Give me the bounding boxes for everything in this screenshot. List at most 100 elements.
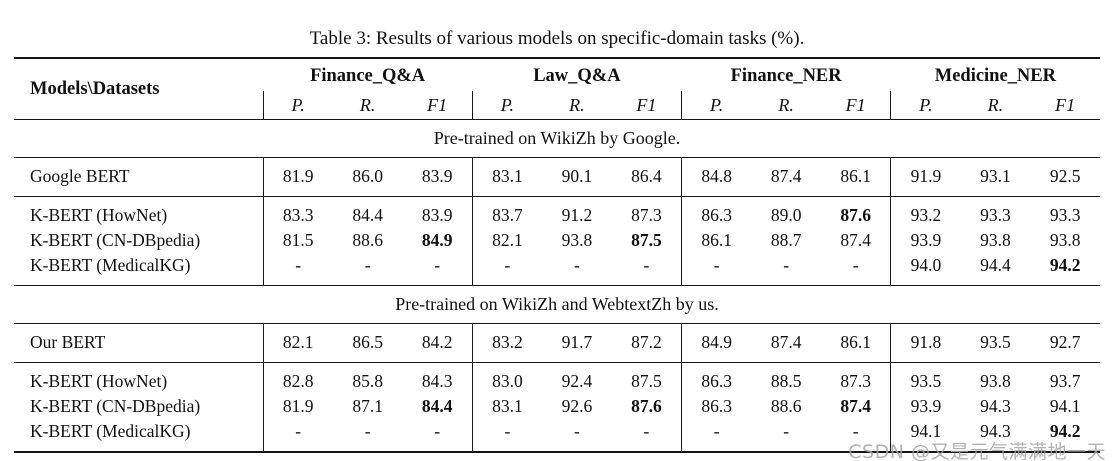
metric-value: 94.3 <box>980 421 1011 441</box>
metric-value: 83.9 <box>421 166 453 186</box>
metric-value: 84.8 <box>681 157 752 197</box>
metric-value: 94.2 <box>1049 421 1081 441</box>
table-row: K-BERT (CN-DBpedia) 81.9 87.1 84.4 83.1 92.6 8… <box>14 394 1100 419</box>
col-group-finance-qa: Finance_Q&A <box>310 66 426 86</box>
metric-value: 93.5 <box>890 362 961 394</box>
metric-value: 93.1 <box>980 166 1011 186</box>
results-table: Models\Datasets Finance_Q&A Law_Q&A Fina… <box>14 57 1100 453</box>
metric-header: R. <box>778 94 794 115</box>
model-name: Our BERT <box>30 332 106 352</box>
metric-header: P. <box>890 91 961 120</box>
metric-value: 82.8 <box>262 362 333 394</box>
metric-value: 88.7 <box>770 230 802 250</box>
metric-value: 91.2 <box>561 205 593 225</box>
metric-header: R. <box>987 94 1004 115</box>
metric-value: 84.4 <box>421 396 453 416</box>
metric-value: - <box>434 421 441 441</box>
metric-value: - <box>364 255 371 275</box>
metric-value: - <box>852 421 859 441</box>
metric-value: - <box>681 419 752 452</box>
table-row: K-BERT (HowNet) 82.8 85.8 84.3 83.0 92.4 87.5 8… <box>14 362 1100 394</box>
metric-value: 87.4 <box>770 166 802 186</box>
model-name: K-BERT (HowNet) <box>30 371 168 391</box>
metric-value: - <box>262 253 333 286</box>
metric-value: 86.1 <box>840 166 871 186</box>
metric-value: 84.3 <box>421 371 453 391</box>
metric-value: 87.5 <box>631 371 662 391</box>
metric-value: 92.5 <box>1049 166 1081 186</box>
metric-value: 94.2 <box>1049 255 1081 275</box>
metric-value: 93.8 <box>980 230 1011 250</box>
metric-value: 87.3 <box>840 371 871 391</box>
metric-value: 82.1 <box>262 323 333 363</box>
metric-value: 93.8 <box>980 371 1011 391</box>
model-name: K-BERT (HowNet) <box>30 205 168 225</box>
metric-value: 88.5 <box>770 371 802 391</box>
model-name: Google BERT <box>30 166 130 186</box>
metric-value: 87.4 <box>840 230 871 250</box>
metric-value: 89.0 <box>770 205 802 225</box>
metric-value: 94.1 <box>1049 396 1081 416</box>
section-header-row: Pre-trained on WikiZh and WebtextZh by u… <box>14 286 1100 324</box>
metric-value: 83.3 <box>262 196 333 228</box>
metric-value: 94.4 <box>980 255 1011 275</box>
metric-value: 93.8 <box>561 230 593 250</box>
metric-value: 86.5 <box>352 332 383 352</box>
metric-value: - <box>783 255 790 275</box>
metric-value: - <box>471 419 542 452</box>
metric-value: 84.9 <box>681 323 752 363</box>
table-body: Pre-trained on WikiZh by Google. Google B… <box>14 120 1100 452</box>
metric-value: 83.2 <box>471 323 542 363</box>
model-name: K-BERT (MedicalKG) <box>30 421 191 441</box>
metric-value: 87.4 <box>840 396 871 416</box>
metric-value: 92.6 <box>561 396 593 416</box>
metric-value: 83.7 <box>471 196 542 228</box>
col-group-finance-ner: Finance_NER <box>730 66 842 86</box>
metric-value: - <box>434 255 441 275</box>
metric-value: 83.0 <box>471 362 542 394</box>
metric-value: 88.6 <box>770 396 802 416</box>
column-group-row: Models\Datasets Finance_Q&A Law_Q&A Fina… <box>14 58 1100 99</box>
metric-value: 82.1 <box>471 228 542 253</box>
metric-value: 91.9 <box>890 157 961 197</box>
metric-value: 87.1 <box>352 396 383 416</box>
section-header-row: Pre-trained on WikiZh by Google. <box>14 120 1100 158</box>
metric-value: 87.3 <box>631 205 662 225</box>
metric-header: P. <box>471 91 542 120</box>
metric-value: 84.2 <box>421 332 453 352</box>
metric-value: 84.9 <box>421 230 453 250</box>
metric-value: - <box>262 419 333 452</box>
table-row: K-BERT (HowNet) 83.3 84.4 83.9 83.7 91.2 87.3 8… <box>14 196 1100 228</box>
model-name: K-BERT (MedicalKG) <box>30 255 191 275</box>
metric-value: - <box>643 421 650 441</box>
metric-value: 88.6 <box>352 230 383 250</box>
metric-value: 83.9 <box>421 205 453 225</box>
metric-header: F1 <box>1055 94 1076 115</box>
table-row: Google BERT 81.9 86.0 83.9 83.1 90.1 86.4 84.8 8… <box>14 157 1100 197</box>
metric-value: - <box>573 421 580 441</box>
table-row: K-BERT (MedicalKG) - - - - - - - - - 94.1 94.3 94.2 <box>14 419 1100 452</box>
metric-header: P. <box>681 91 752 120</box>
metric-value: 93.2 <box>890 196 961 228</box>
metric-header: F1 <box>845 94 866 115</box>
section-header-label: Pre-trained on WikiZh and WebtextZh by u… <box>395 294 719 314</box>
metric-value: 86.3 <box>681 196 752 228</box>
results-table-wrap: Models\Datasets Finance_Q&A Law_Q&A Fina… <box>14 57 1106 461</box>
metric-value: - <box>471 253 542 286</box>
metric-value: 83.1 <box>471 157 542 197</box>
metric-value: 93.8 <box>1049 230 1081 250</box>
metric-value: 91.8 <box>890 323 961 363</box>
metric-value: - <box>643 255 650 275</box>
metric-header: P. <box>262 91 333 120</box>
metric-value: 81.9 <box>262 157 333 197</box>
models-datasets-header: Models\Datasets <box>30 78 160 99</box>
metric-value: 83.1 <box>471 394 542 419</box>
metric-value: 93.5 <box>980 332 1011 352</box>
metric-value: 86.1 <box>840 332 871 352</box>
metric-value: 87.4 <box>770 332 802 352</box>
metric-value: 81.9 <box>262 394 333 419</box>
table-caption: Table 3: Results of various models on sp… <box>309 28 805 49</box>
metric-value: 94.1 <box>890 419 961 452</box>
metric-value: 86.1 <box>681 228 752 253</box>
